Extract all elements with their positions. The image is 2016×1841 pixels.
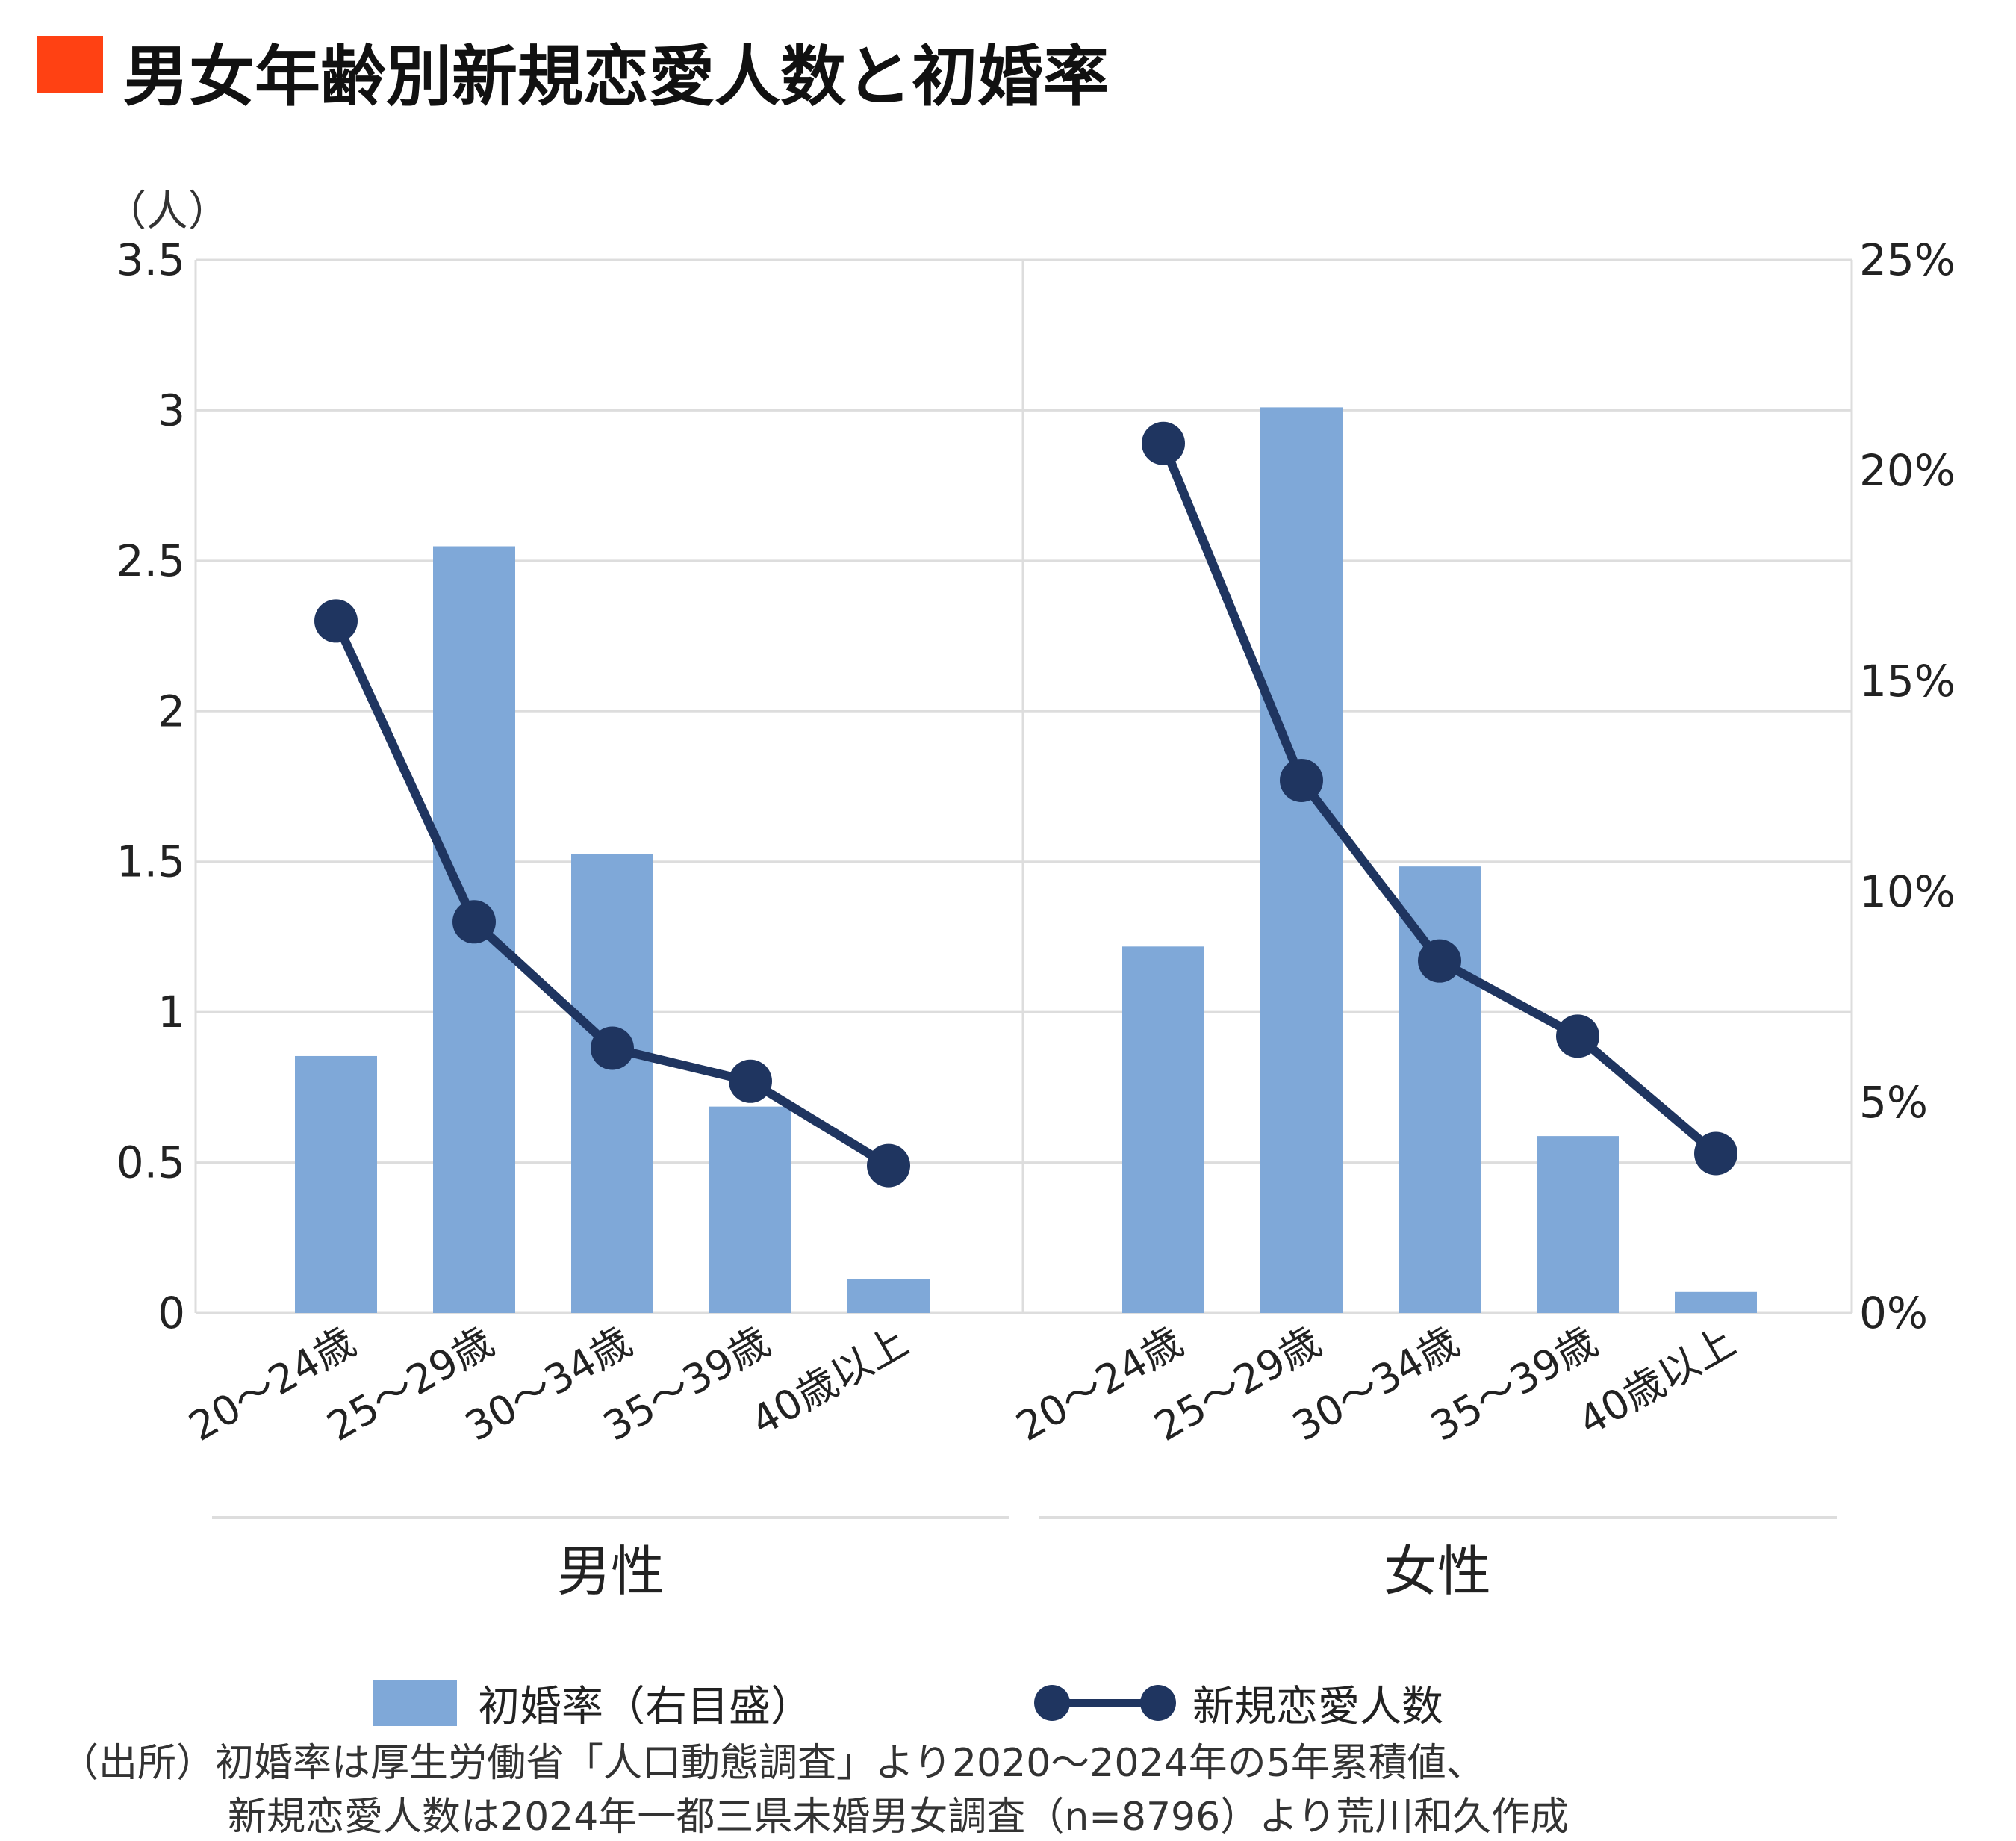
line-point <box>1418 939 1461 983</box>
left-tick-label: 1 <box>158 987 185 1037</box>
bar <box>1122 946 1204 1313</box>
legend-item-bar: 初婚率（右目盛） <box>373 1677 812 1731</box>
left-axis-unit: （人） <box>105 187 230 236</box>
group-label-female: 女性 <box>1383 1540 1492 1603</box>
right-tick-label: 15% <box>1859 656 1956 707</box>
source-line-2: 新規恋愛人数は2024年一都三県未婚男女調査（n=8796）より荒川和久作成 <box>228 1795 1569 1840</box>
bar <box>571 854 653 1313</box>
right-tick-label: 10% <box>1859 866 1956 917</box>
right-tick-label: 20% <box>1859 445 1956 496</box>
legend-line-label: 新規恋愛人数 <box>1192 1682 1443 1731</box>
bar <box>1675 1291 1757 1313</box>
line-point <box>1694 1131 1737 1176</box>
legend-item-line: 新規恋愛人数 <box>1034 1677 1443 1731</box>
category-label: 40歳以上 <box>743 1318 915 1445</box>
title-marker <box>37 36 103 93</box>
chart-title: 男女年齢別新規恋愛人数と初婚率 <box>123 38 1110 115</box>
source-line-1: （出所）初婚率は厚生労働省「人口動態調査」より2020～2024年の5年累積値、 <box>60 1741 1485 1786</box>
right-tick-label: 5% <box>1859 1077 1928 1128</box>
left-tick-label: 2.5 <box>116 535 185 586</box>
legend-line-swatch <box>1034 1677 1176 1729</box>
bar <box>1537 1136 1619 1313</box>
group-label-male: 男性 <box>556 1540 665 1603</box>
line-point <box>314 599 358 643</box>
bar <box>847 1279 930 1313</box>
line-point <box>1556 1014 1599 1058</box>
bar <box>1260 407 1343 1313</box>
left-tick-label: 3.5 <box>116 235 185 285</box>
left-tick-label: 0.5 <box>116 1137 185 1188</box>
bar <box>1399 866 1481 1313</box>
bar <box>295 1055 377 1313</box>
right-tick-label: 0% <box>1859 1288 1928 1338</box>
line-point <box>452 900 496 944</box>
line-point <box>1142 421 1185 465</box>
line-point <box>729 1059 772 1103</box>
category-label: 40歳以上 <box>1570 1318 1743 1445</box>
bar <box>709 1106 791 1313</box>
line-point <box>867 1143 910 1188</box>
right-tick-label: 25% <box>1859 235 1956 285</box>
left-tick-label: 3 <box>158 385 185 435</box>
legend-bar-label: 初婚率（右目盛） <box>478 1682 812 1731</box>
legend-bar-swatch <box>373 1680 457 1726</box>
left-tick-label: 2 <box>158 686 185 736</box>
left-tick-label: 0 <box>158 1288 185 1338</box>
line-point <box>591 1026 634 1070</box>
line-point <box>1280 758 1323 802</box>
left-tick-label: 1.5 <box>116 836 185 887</box>
